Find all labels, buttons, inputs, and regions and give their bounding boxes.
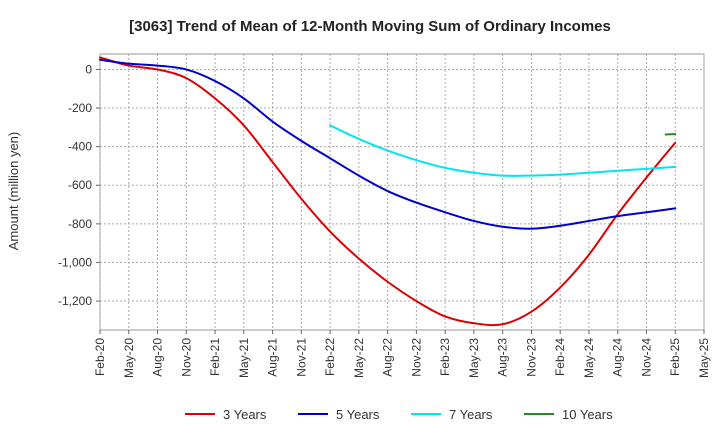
x-tick-label: May-21 xyxy=(237,338,251,378)
series-lines xyxy=(99,56,677,327)
legend-label-7-years: 7 Years xyxy=(449,407,493,422)
x-tick-label: Feb-24 xyxy=(553,338,567,376)
plot-area xyxy=(99,53,705,331)
x-tick-label: Aug-23 xyxy=(496,338,510,377)
series-line-7-years xyxy=(329,124,677,177)
x-tick-label: Nov-23 xyxy=(524,338,538,377)
y-tick-label: -1,000 xyxy=(58,255,92,269)
x-tick-label: May-20 xyxy=(122,338,136,378)
series-line-3-years xyxy=(99,56,677,327)
x-tick-label: Feb-25 xyxy=(668,338,682,376)
y-tick-label: 0 xyxy=(85,62,92,76)
y-tick-label: -600 xyxy=(68,178,92,192)
x-tick-label: Feb-22 xyxy=(323,338,337,376)
x-tick-label: Feb-21 xyxy=(208,338,222,376)
legend-label-3-years: 3 Years xyxy=(223,407,267,422)
y-tick-label: -1,200 xyxy=(58,294,92,308)
x-tick-label: Feb-23 xyxy=(438,338,452,376)
x-tick-label: Aug-21 xyxy=(266,338,280,377)
legend: 3 Years 5 Years 7 Years 10 Years xyxy=(185,407,613,422)
y-tick-label: -800 xyxy=(68,217,92,231)
x-axis-ticks: Feb-20 May-20 Aug-20 Nov-20 Feb-21 May-21 Aug-… xyxy=(93,330,711,378)
legend-label-5-years: 5 Years xyxy=(336,407,380,422)
grid xyxy=(99,54,705,330)
x-tick-label: Nov-24 xyxy=(639,338,653,377)
x-tick-label: May-22 xyxy=(352,338,366,378)
y-tick-label: -200 xyxy=(68,101,92,115)
x-tick-label: May-24 xyxy=(582,338,596,378)
series-line-5-years xyxy=(99,58,677,230)
x-tick-label: May-23 xyxy=(467,338,481,378)
x-tick-label: Aug-20 xyxy=(151,338,165,377)
x-tick-label: Aug-22 xyxy=(381,338,395,377)
y-tick-label: -400 xyxy=(68,140,92,154)
x-tick-label: Feb-20 xyxy=(93,338,107,376)
x-tick-label: May-25 xyxy=(697,338,711,378)
y-axis-ticks: 0 -200 -400 -600 -800 -1,000 -1,200 xyxy=(58,62,100,308)
chart-title: [3063] Trend of Mean of 12-Month Moving … xyxy=(129,18,611,35)
x-tick-label: Nov-22 xyxy=(409,338,423,377)
x-tick-label: Aug-24 xyxy=(611,338,625,377)
x-tick-label: Nov-21 xyxy=(294,338,308,377)
y-axis-label: Amount (million yen) xyxy=(6,132,21,251)
legend-label-10-years: 10 Years xyxy=(562,407,613,422)
x-tick-label: Nov-20 xyxy=(179,338,193,377)
